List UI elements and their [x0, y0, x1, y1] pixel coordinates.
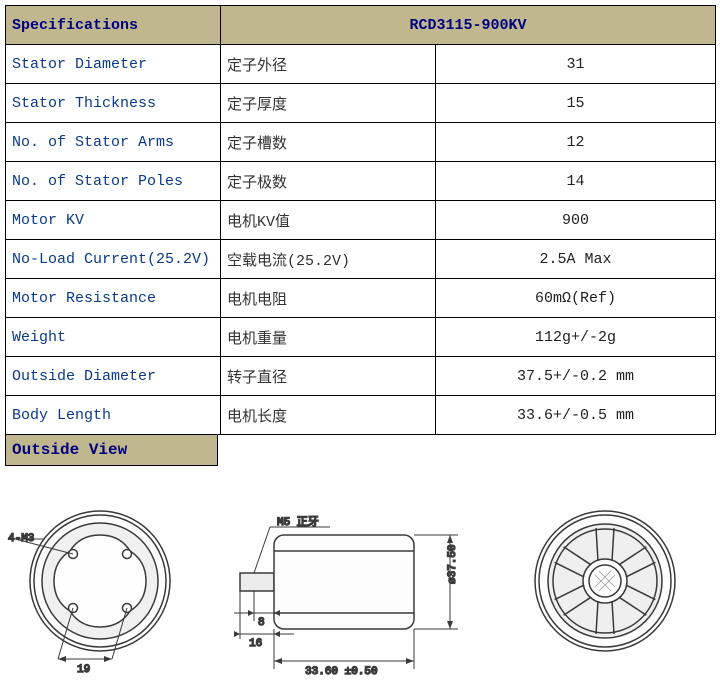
table-row: No. of Stator Poles定子极数14 [6, 162, 716, 201]
spec-value: 31 [436, 45, 716, 84]
table-row: Outside Diameter转子直径37.5+/-0.2 mm [6, 357, 716, 396]
specifications-table: Specifications RCD3115-900KV Stator Diam… [5, 5, 716, 435]
spec-name-en: Stator Diameter [6, 45, 221, 84]
spec-name-en: No-Load Current(25.2V) [6, 240, 221, 279]
spec-name-zh: 电机长度 [221, 396, 436, 435]
spec-value: 60mΩ(Ref) [436, 279, 716, 318]
specs-header: Specifications [6, 6, 221, 45]
dim-shaft-label: M5 正牙 [277, 516, 319, 529]
spec-name-en: Body Length [6, 396, 221, 435]
spec-value: 112g+/-2g [436, 318, 716, 357]
table-row: Stator Diameter定子外径31 [6, 45, 716, 84]
spec-name-en: Stator Thickness [6, 84, 221, 123]
spec-name-en: Outside Diameter [6, 357, 221, 396]
spec-name-zh: 定子极数 [221, 162, 436, 201]
spec-value: 37.5+/-0.2 mm [436, 357, 716, 396]
spec-name-zh: 电机电阻 [221, 279, 436, 318]
spec-value: 15 [436, 84, 716, 123]
spec-value: 14 [436, 162, 716, 201]
table-row: No-Load Current(25.2V)空载电流(25.2V)2.5A Ma… [6, 240, 716, 279]
dim-mount-pitch: 19 [77, 664, 90, 676]
table-row: No. of Stator Arms定子槽数12 [6, 123, 716, 162]
table-header-row: Specifications RCD3115-900KV [6, 6, 716, 45]
spec-name-en: Motor Resistance [6, 279, 221, 318]
spec-name-en: Weight [6, 318, 221, 357]
table-row: Motor KV电机KV值900 [6, 201, 716, 240]
spec-name-zh: 空载电流(25.2V) [221, 240, 436, 279]
dim-mount-holes: 4-M3 [8, 533, 34, 545]
outside-view-label: Outside View [5, 434, 218, 466]
table-row: Stator Thickness定子厚度15 [6, 84, 716, 123]
table-row: Weight电机重量112g+/-2g [6, 318, 716, 357]
outside-view-drawings: 4-M3 19 [5, 486, 715, 686]
spec-value: 12 [436, 123, 716, 162]
spec-name-zh: 定子外径 [221, 45, 436, 84]
spec-name-en: No. of Stator Arms [6, 123, 221, 162]
spec-value: 900 [436, 201, 716, 240]
spec-value: 2.5A Max [436, 240, 716, 279]
spec-name-zh: 电机重量 [221, 318, 436, 357]
dim-shaft-step: 8 [258, 617, 265, 629]
spec-name-zh: 定子槽数 [221, 123, 436, 162]
table-row: Motor Resistance电机电阻60mΩ(Ref) [6, 279, 716, 318]
spec-value: 33.6+/-0.5 mm [436, 396, 716, 435]
dim-body-len: 33.60 ±0.50 [305, 666, 378, 678]
dim-shaft-len: 16 [249, 638, 262, 650]
spec-name-zh: 转子直径 [221, 357, 436, 396]
model-header: RCD3115-900KV [221, 6, 716, 45]
spec-name-en: No. of Stator Poles [6, 162, 221, 201]
spec-name-zh: 电机KV值 [221, 201, 436, 240]
table-row: Body Length电机长度33.6+/-0.5 mm [6, 396, 716, 435]
dim-outer-dia: ø37.50 [447, 544, 459, 584]
spec-name-en: Motor KV [6, 201, 221, 240]
spec-name-zh: 定子厚度 [221, 84, 436, 123]
